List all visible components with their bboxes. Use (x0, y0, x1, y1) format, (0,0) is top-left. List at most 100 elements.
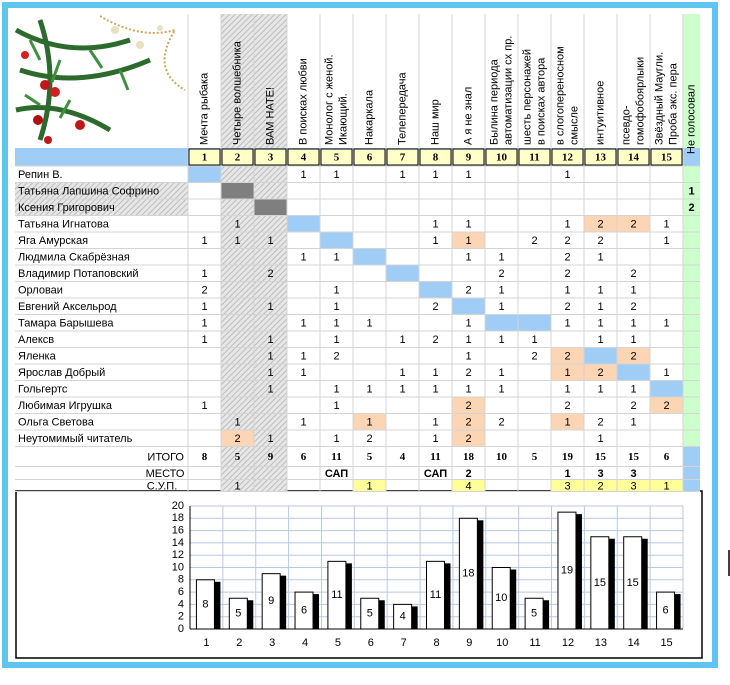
vote-cell: 1 (333, 252, 339, 264)
vote-cell: 1 (630, 285, 636, 297)
x-tick-label: 2 (236, 637, 242, 649)
vote-cell: 2 (498, 268, 504, 280)
y-tick-label: 12 (172, 549, 184, 561)
vote-cell: 1 (300, 351, 306, 363)
bar (228, 597, 248, 630)
vote-cell: 2 (465, 417, 471, 429)
number-cell (650, 148, 683, 166)
vote-cell: 1 (465, 384, 471, 396)
diagonal-cell (518, 314, 551, 331)
row-name: Яга Амурская (18, 235, 88, 247)
column-title: интуитивное (594, 81, 606, 145)
vote-cell: 1 (465, 351, 471, 363)
number-cell (617, 148, 650, 166)
x-tick-label: 1 (203, 637, 209, 649)
vote-cell: 1 (597, 334, 603, 346)
vote-cell: 2 (267, 268, 273, 280)
vote-cell: 2 (465, 367, 471, 379)
row-name: Тамара Барышева (18, 318, 114, 330)
vote-cell: 2 (663, 400, 669, 412)
x-tick-label: 3 (269, 637, 275, 649)
vote-cell: 1 (564, 367, 570, 379)
highlight-cell (452, 397, 485, 414)
highlight-cell (353, 413, 386, 430)
data-label: 6 (663, 604, 669, 616)
vote-cell: 2 (432, 334, 438, 346)
column-number: 12 (562, 152, 574, 164)
vote-cell: 1 (531, 334, 537, 346)
vote-cell: 1 (465, 235, 471, 247)
vote-cell: 2 (564, 400, 570, 412)
vote-cell: 1 (234, 417, 240, 429)
vote-cell: 1 (465, 334, 471, 346)
bar (491, 567, 511, 630)
total-cell: 4 (400, 451, 406, 463)
vote-cell: 2 (597, 235, 603, 247)
sup-highlight (650, 479, 683, 492)
column-number: 13 (595, 152, 607, 164)
sup-cell: 1 (366, 480, 372, 492)
place-label: МЕСТО (146, 468, 185, 480)
x-tick-label: 11 (529, 637, 540, 649)
vote-cell: 2 (597, 219, 603, 231)
place-cell: САП (325, 468, 348, 480)
y-tick-label: 14 (172, 537, 184, 549)
place-cell: 3 (597, 468, 603, 480)
column-number: 14 (628, 152, 640, 164)
extra-column-title: Не голосовал (685, 85, 697, 154)
y-tick-label: 4 (178, 598, 184, 610)
number-cell (551, 148, 584, 166)
highlight-cell (584, 215, 617, 232)
total-cell: 15 (595, 451, 607, 463)
vote-cell: 2 (432, 301, 438, 313)
vote-cell: 1 (498, 334, 504, 346)
total-cell: 19 (562, 451, 574, 463)
column-title: Наш мир (429, 99, 441, 145)
vote-cell: 1 (201, 301, 207, 313)
highlight-cell (452, 413, 485, 430)
vote-cell: 1 (597, 285, 603, 297)
number-cell (188, 148, 221, 166)
diagonal-cell (452, 298, 485, 315)
number-cell (452, 148, 485, 166)
data-label: 11 (331, 589, 342, 601)
column-title: Телепередача (396, 72, 408, 145)
diagonal-cell (188, 166, 221, 183)
place-cell: 3 (630, 468, 636, 480)
y-tick-label: 10 (172, 561, 184, 573)
number-cell (320, 148, 353, 166)
sup-highlight (617, 479, 650, 492)
number-cell (287, 148, 320, 166)
vote-cell: 1 (498, 285, 504, 297)
column-number: 1 (202, 152, 208, 164)
vote-cell: 2 (630, 351, 636, 363)
highlight-cell (617, 215, 650, 232)
data-label: 5 (531, 608, 537, 620)
vote-cell: 1 (333, 285, 339, 297)
data-label: 11 (430, 589, 441, 601)
row-name: Евгений Аксельрод (18, 301, 117, 313)
vote-cell: 1 (267, 433, 273, 445)
vote-cell: 1 (663, 367, 669, 379)
vote-cell: 1 (300, 367, 306, 379)
row-name: Владимир Потаповский (18, 268, 139, 280)
sup-highlight (551, 479, 584, 492)
vote-cell: 1 (432, 219, 438, 231)
vote-cell: 1 (432, 417, 438, 429)
bar (524, 597, 544, 630)
x-tick-label: 15 (660, 637, 672, 649)
vote-cell: 2 (333, 351, 339, 363)
vote-cell: 1 (630, 417, 636, 429)
extra-cell: 2 (688, 202, 694, 214)
bar (656, 591, 676, 630)
vote-cell: 1 (366, 384, 372, 396)
number-cell (386, 148, 419, 166)
number-cell (419, 148, 452, 166)
vote-cell: 1 (498, 252, 504, 264)
vote-cell: 1 (432, 367, 438, 379)
column-title: Монолог с женой. (323, 54, 335, 145)
vote-cell: 1 (333, 384, 339, 396)
bar (590, 536, 610, 630)
column-title: В поисках любви (297, 58, 309, 145)
